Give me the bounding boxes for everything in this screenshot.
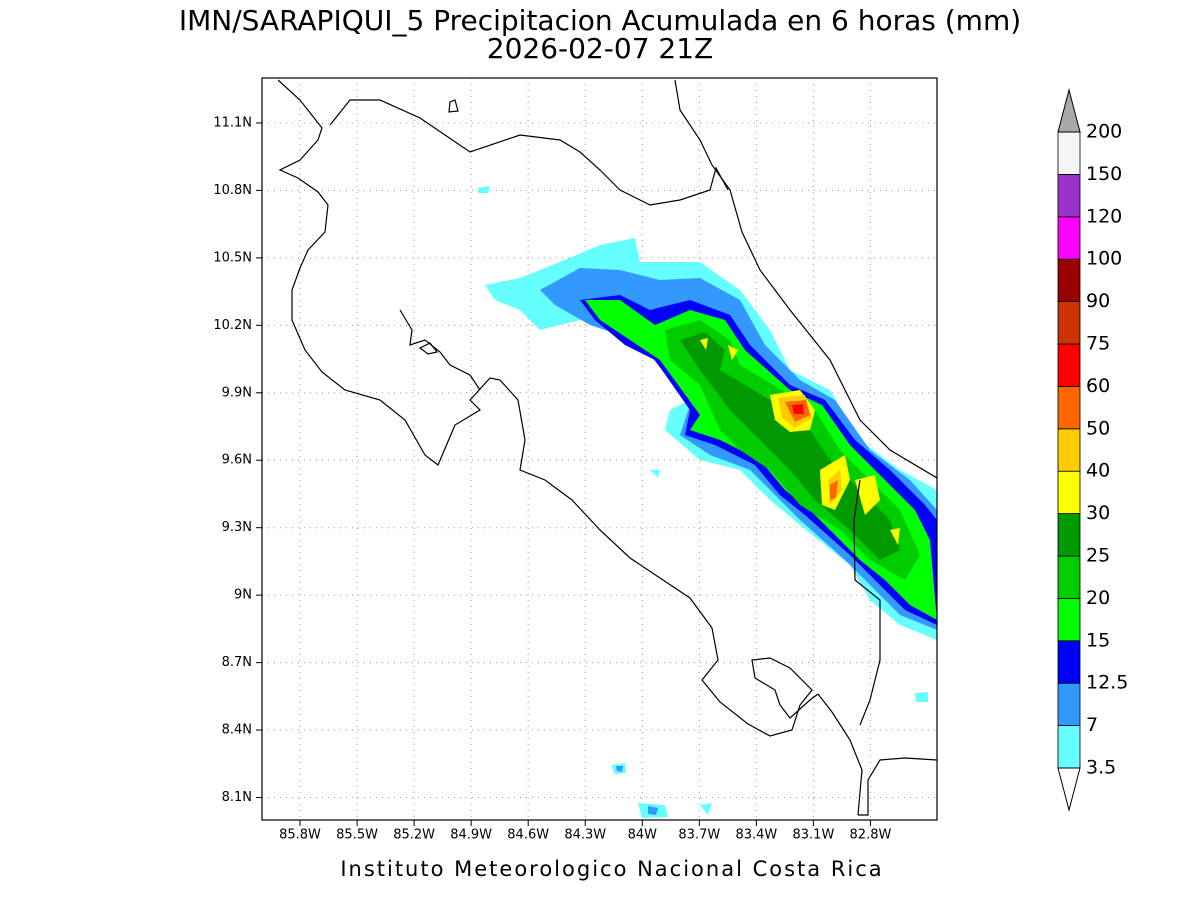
colorbar-label: 75 bbox=[1086, 333, 1110, 355]
y-tick-label: 9N bbox=[234, 588, 252, 603]
colorbar-band bbox=[1057, 258, 1081, 303]
colorbar-label: 20 bbox=[1086, 587, 1110, 609]
map-frame bbox=[261, 77, 938, 821]
colorbar-band bbox=[1057, 470, 1081, 515]
colorbar-under bbox=[1057, 767, 1081, 812]
colorbar-band bbox=[1057, 682, 1081, 727]
colorbar-band bbox=[1057, 555, 1081, 599]
colorbar-label: 3.5 bbox=[1086, 757, 1116, 779]
x-tick-label: 83.4W bbox=[735, 828, 777, 843]
x-tick-label: 82.8W bbox=[850, 828, 892, 843]
footer: Instituto Meteorologico Nacional Costa R… bbox=[340, 857, 883, 881]
colorbar-label: 7 bbox=[1086, 714, 1098, 736]
colorbar-label: 90 bbox=[1086, 290, 1110, 312]
x-tick-label: 85.5W bbox=[336, 828, 378, 843]
colorbar-label: 60 bbox=[1086, 375, 1110, 397]
colorbar-over bbox=[1057, 88, 1081, 133]
x-tick-label: 84.6W bbox=[507, 828, 549, 843]
axis-ticks: 85.8W 85.5W 85.2W 84.9W 84.6W 84.3W 84W 83.7W 83… bbox=[213, 115, 891, 842]
coastlines bbox=[277, 79, 937, 816]
colorbar-band bbox=[1057, 173, 1081, 218]
colorbar-label: 150 bbox=[1086, 163, 1122, 185]
colorbar-band bbox=[1057, 216, 1081, 260]
y-tick-label: 9.3N bbox=[222, 520, 252, 535]
colorbar-label: 200 bbox=[1086, 121, 1122, 143]
colorbar-label: 30 bbox=[1086, 502, 1110, 524]
precipitation-field bbox=[478, 186, 937, 818]
x-tick-label: 83.7W bbox=[678, 828, 720, 843]
colorbar-band bbox=[1057, 725, 1081, 769]
colorbar-band bbox=[1057, 301, 1081, 345]
colorbar-band bbox=[1057, 131, 1081, 175]
y-tick-label: 11.1N bbox=[213, 115, 252, 130]
title: IMN/SARAPIQUI_5 Precipitacion Acumulada … bbox=[179, 4, 1021, 37]
colorbar-label: 12.5 bbox=[1086, 672, 1128, 694]
x-tick-label: 84W bbox=[628, 828, 658, 843]
colorbar-band bbox=[1057, 513, 1081, 557]
x-tick-label: 83.1W bbox=[793, 828, 835, 843]
x-tick-label: 84.3W bbox=[564, 828, 606, 843]
y-tick-label: 9.6N bbox=[222, 453, 252, 468]
x-tick-label: 85.8W bbox=[279, 828, 321, 843]
colorbar-label: 25 bbox=[1086, 545, 1110, 567]
x-tick-label: 85.2W bbox=[393, 828, 435, 843]
colorbar-label: 40 bbox=[1086, 460, 1110, 482]
colorbar-band bbox=[1057, 428, 1081, 472]
colorbar-label: 120 bbox=[1086, 205, 1122, 227]
colorbar-band bbox=[1057, 343, 1081, 387]
y-tick-label: 8.7N bbox=[222, 655, 252, 670]
colorbar-band bbox=[1057, 385, 1081, 430]
subtitle: 2026-02-07 21Z bbox=[487, 32, 713, 65]
colorbar-label: 15 bbox=[1086, 629, 1110, 651]
y-tick-label: 10.8N bbox=[213, 183, 252, 198]
colorbar-label: 50 bbox=[1086, 417, 1110, 439]
colorbar-label: 100 bbox=[1086, 248, 1122, 270]
y-tick-label: 10.2N bbox=[213, 318, 252, 333]
y-tick-label: 9.9N bbox=[222, 385, 252, 400]
y-tick-label: 8.4N bbox=[222, 723, 252, 738]
colorbar: 3.5 7 12.5 15 20 25 30 40 50 60 75 90 100 120 150 200 bbox=[1057, 88, 1128, 812]
y-tick-label: 10.5N bbox=[213, 250, 252, 265]
colorbar-band bbox=[1057, 640, 1081, 684]
y-tick-label: 8.1N bbox=[222, 790, 252, 805]
colorbar-band bbox=[1057, 598, 1081, 642]
x-tick-label: 84.9W bbox=[450, 828, 492, 843]
